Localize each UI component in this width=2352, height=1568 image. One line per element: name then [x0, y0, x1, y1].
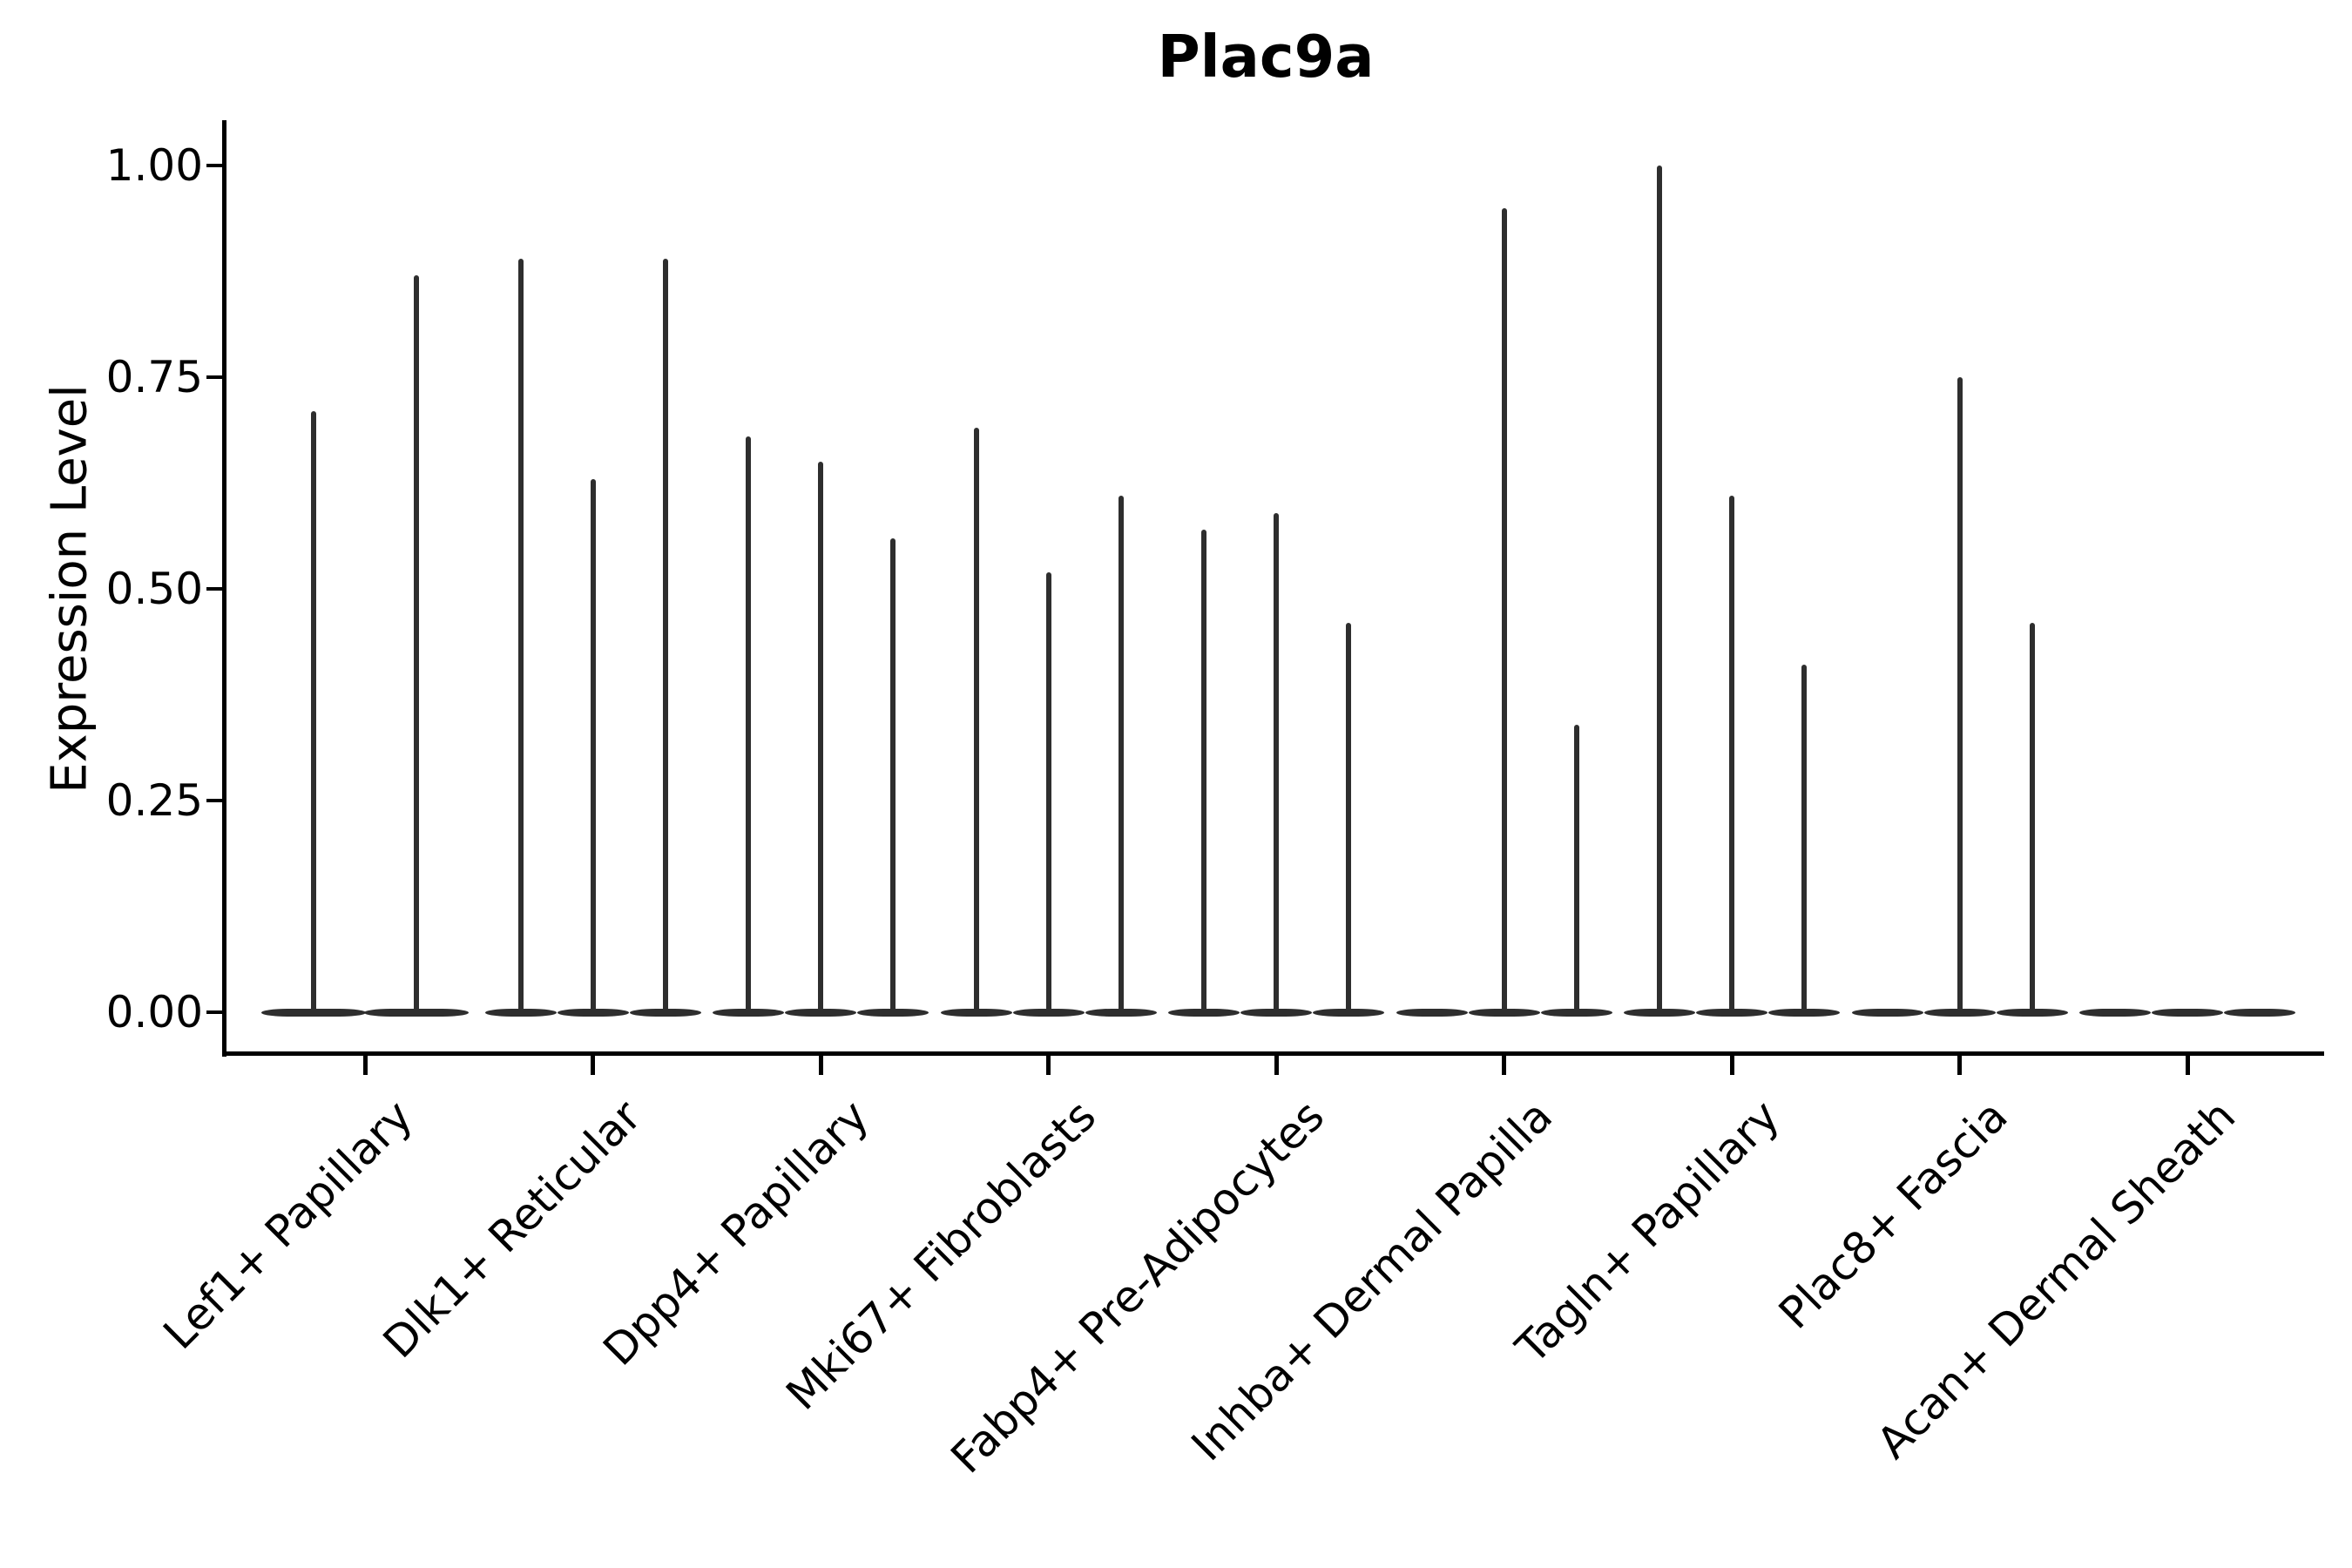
- violin-base: [1396, 1008, 1468, 1017]
- x-tick-label: Inhba+ Dermal Papilla: [1181, 1091, 1562, 1471]
- x-tick: [1274, 1056, 1279, 1075]
- y-tick: [206, 1010, 222, 1014]
- violin-spike: [818, 462, 823, 1012]
- x-tick: [1502, 1056, 1506, 1075]
- violin-spike: [414, 275, 419, 1012]
- violin-spike: [1201, 529, 1206, 1012]
- violin-spike: [2029, 622, 2035, 1012]
- violin-base: [1696, 1008, 1767, 1017]
- violin-spike: [746, 436, 751, 1012]
- x-tick: [1957, 1056, 1962, 1075]
- y-tick-label: 0.75: [105, 352, 203, 402]
- violin-spike: [1346, 622, 1351, 1012]
- chart-title: Plac9a: [1157, 23, 1375, 91]
- x-tick: [362, 1056, 368, 1075]
- y-tick-label: 1.00: [105, 140, 203, 191]
- violin-base: [261, 1008, 366, 1017]
- y-tick: [206, 799, 222, 802]
- violin-base: [1923, 1008, 1996, 1017]
- violin-spike: [1045, 571, 1051, 1012]
- y-tick: [206, 164, 222, 167]
- violin-spike: [1573, 724, 1579, 1012]
- violin-spike: [590, 478, 596, 1012]
- violin-base: [1540, 1008, 1612, 1017]
- violin-spike: [1118, 496, 1124, 1012]
- violin-base: [1468, 1008, 1540, 1017]
- violin-base: [1240, 1008, 1312, 1017]
- violin-base: [484, 1008, 557, 1017]
- violin-base: [1012, 1008, 1085, 1017]
- violin-base: [1624, 1008, 1695, 1017]
- y-axis-spine: [222, 120, 226, 1057]
- violin-base: [1085, 1008, 1157, 1017]
- violin-base: [857, 1008, 929, 1017]
- violin-spike: [662, 258, 668, 1012]
- x-tick: [1729, 1056, 1734, 1075]
- x-tick: [1046, 1056, 1051, 1075]
- violin-base: [2079, 1008, 2151, 1017]
- x-tick-label: Plac8+ Fascia: [1768, 1091, 2017, 1339]
- violin-spike: [1957, 377, 1963, 1012]
- violin-spike: [311, 410, 316, 1012]
- violin-spike: [1729, 496, 1734, 1012]
- violin-spike: [973, 428, 979, 1012]
- violin-base: [2152, 1008, 2223, 1017]
- x-tick-label: Fabp4+ Pre-Adipocytes: [941, 1091, 1335, 1484]
- violin-base: [940, 1008, 1012, 1017]
- violin-spike: [517, 258, 524, 1012]
- violin-spike: [1657, 166, 1662, 1012]
- y-tick-label: 0.50: [105, 564, 203, 614]
- x-axis-spine: [222, 1051, 2324, 1056]
- y-axis-label: Expression Level: [41, 384, 98, 794]
- violin-base: [2224, 1008, 2295, 1017]
- violin-spike: [890, 537, 896, 1012]
- violin-base: [557, 1008, 629, 1017]
- violin-base: [364, 1008, 469, 1017]
- violin-spike: [1801, 665, 1807, 1012]
- violin-base: [713, 1008, 784, 1017]
- x-tick: [591, 1056, 595, 1075]
- y-tick-label: 0.25: [105, 775, 203, 826]
- x-tick: [818, 1056, 823, 1075]
- x-tick: [2185, 1056, 2190, 1075]
- y-tick-label: 0.00: [105, 987, 203, 1037]
- violin-spike: [1274, 512, 1279, 1012]
- violin-base: [1768, 1008, 1840, 1017]
- violin-base: [785, 1008, 856, 1017]
- violin-spike: [1501, 207, 1507, 1012]
- y-tick: [206, 375, 222, 379]
- violin-base: [1168, 1008, 1240, 1017]
- x-tick-label: Lef1+ Papillary: [153, 1091, 423, 1360]
- y-tick: [206, 587, 222, 591]
- violin-base: [1313, 1008, 1384, 1017]
- violin-base: [1851, 1008, 1923, 1017]
- violin-base: [629, 1008, 701, 1017]
- violin-base: [1996, 1008, 2068, 1017]
